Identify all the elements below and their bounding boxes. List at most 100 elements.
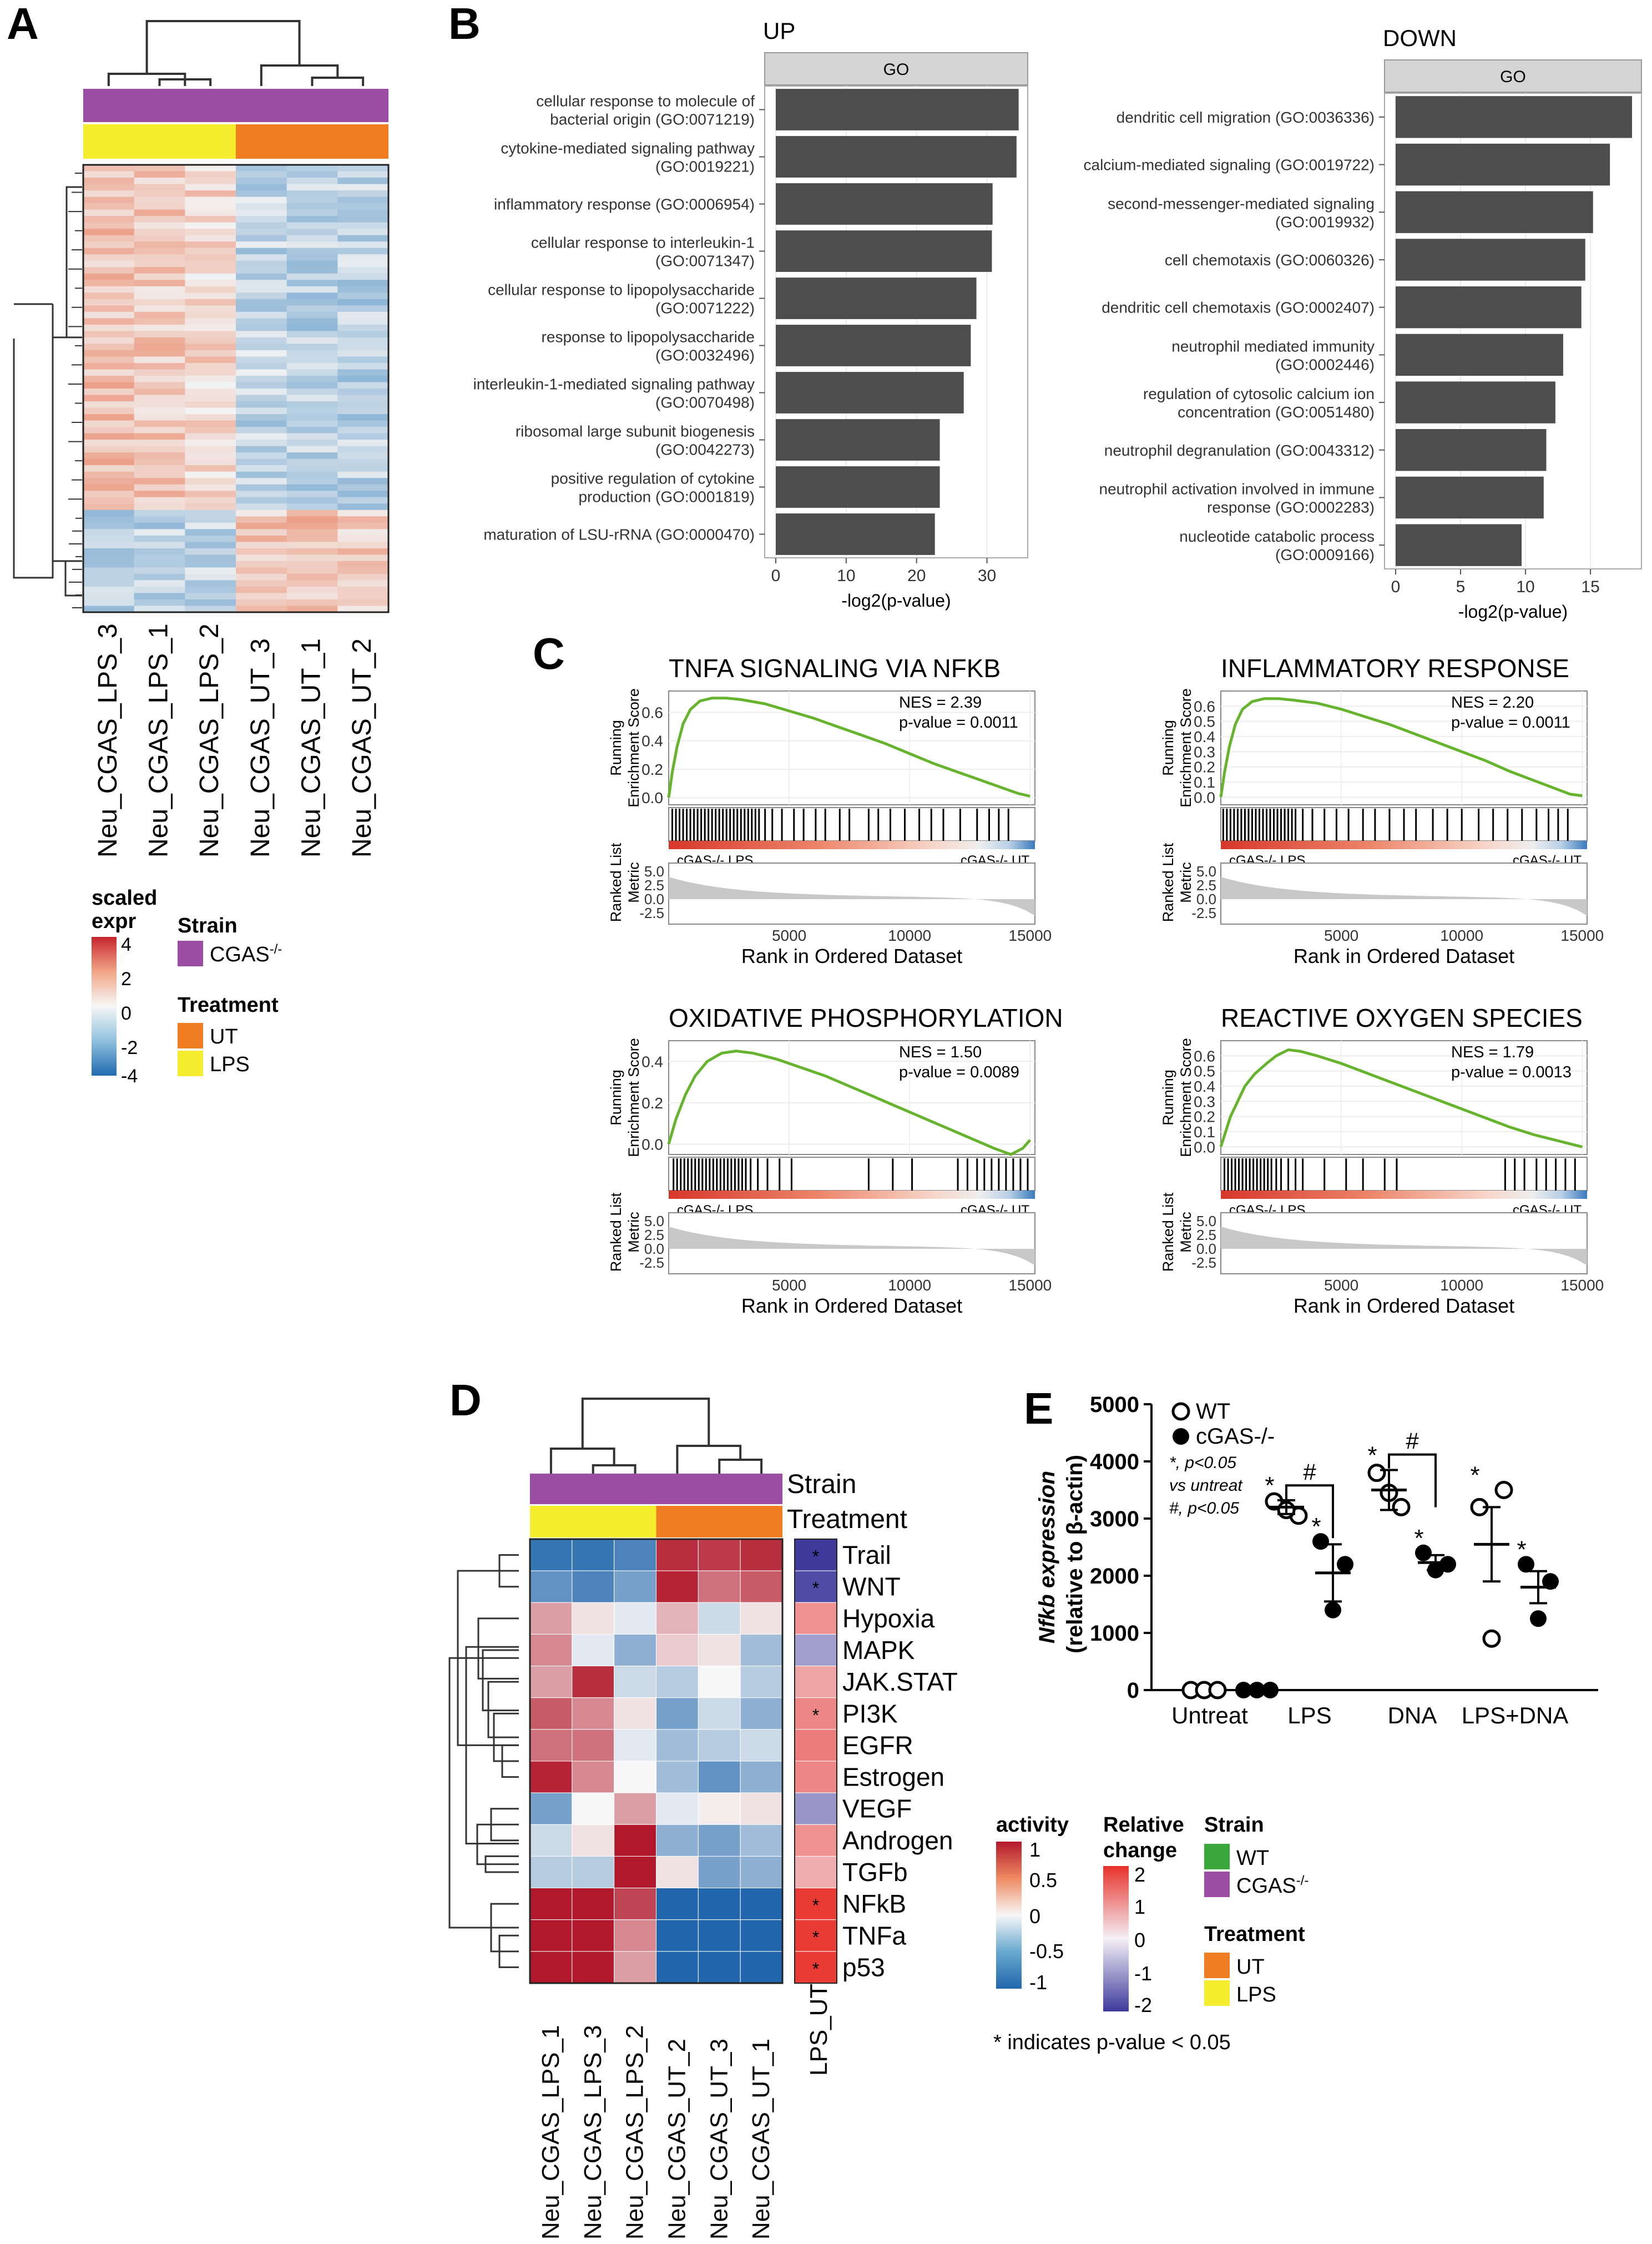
panelC4-metric-ytick-label: -2.5 [1191,1254,1216,1271]
panelB_DOWN-bar [1396,96,1632,138]
d-heatmap-cell [656,1633,699,1667]
d-heatmap-cell [614,1919,656,1952]
a-heatmap-cell [236,209,287,216]
panelB_DOWN-category-label: dendritic cell migration (GO:0036336) [1117,109,1375,126]
a-heatmap-cell [236,471,287,478]
d-row-label: MAPK [842,1636,915,1665]
d-heatmap-cell [698,1666,741,1698]
a-heatmap-cell [134,522,185,530]
treatment-legend-title: Treatment [178,994,279,1017]
a-heatmap-cell [286,484,338,491]
d-row-label: Trail [842,1541,891,1570]
a-heatmap-cell [286,593,338,600]
panelB_UP-category-label: bacterial origin (GO:0071219) [550,111,755,128]
panelC4-pval: p-value = 0.0013 [1451,1063,1572,1081]
scaled-tick-minus-2: -2 [121,1037,138,1058]
a-heatmap-cell [185,382,236,389]
panelB_UP-bar [776,136,1017,178]
a-heatmap-cell [134,452,185,460]
a-heatmap-cell [337,484,389,491]
panelC2-xlabel: Rank in Ordered Dataset [1294,945,1514,967]
panelC3-xtick-label: 10000 [888,1277,931,1294]
a-heatmap-cell [286,299,338,306]
scaled-tick-4: 4 [121,934,132,955]
a-heatmap-cell [185,427,236,434]
a-heatmap-cell [286,554,338,562]
panel-b-down-barchart: DOWN GO 0 5 10 15 dendritic cell migration (GO… [1084,25,1642,622]
d-relative-change-cell [794,1602,837,1635]
panelB_DOWN-xtick-label: 15 [1581,578,1599,596]
a-heatmap-cell [134,535,185,542]
panelC4-es-ytick-label: 0.3 [1194,1093,1215,1110]
a-heatmap-cell [286,229,338,236]
panelC2-es-ytick-label: 0.4 [1194,728,1215,745]
a-heatmap-cell [286,389,338,396]
a-heatmap-cell [236,503,287,511]
a-heatmap-cell [83,293,135,300]
a-heatmap-cell [286,324,338,331]
a-heatmap-cell [236,599,287,606]
d-strain-cgas-label: CGAS-/- [1236,1873,1309,1898]
a-heatmap-cell [337,235,389,242]
panelC4-es-ylabel-line: Enrichment Score [1178,1038,1194,1157]
d-row-label: TGFb [842,1858,908,1887]
panelB_UP-category-label: (GO:0071222) [655,300,755,317]
panelB_UP-xtick-label: 30 [978,567,996,585]
a-heatmap-cell [83,401,135,409]
a-heatmap-cell [134,401,185,409]
a-heatmap-cell [236,369,287,376]
a-heatmap-cell [83,548,135,555]
panelB_DOWN-bar [1396,334,1563,376]
d-col-dendro-link [592,1464,636,1474]
a-heatmap-cell [134,414,185,421]
a-heatmap-cell [286,222,338,229]
a-heatmap-cell [337,561,389,568]
a-heatmap-cell [286,420,338,427]
panelC4-nes: NES = 1.79 [1451,1043,1534,1061]
panel-c-gsea-ros: REACTIVE OXYGEN SPECIES0.00.10.20.30.40.… [1160,1004,1604,1317]
a-heatmap-cell [134,235,185,242]
a-heatmap-cell [236,293,287,300]
a-heatmap-cell [185,586,236,593]
panelB_UP-xtick-label: 20 [907,567,926,585]
panelC4-rank-strip [1221,1191,1587,1199]
d-heatmap-cell [740,1666,783,1698]
a-heatmap-cell [236,395,287,402]
a-heatmap-cell [337,395,389,402]
a-heatmap-cell [286,548,338,555]
a-heatmap-cell [337,171,389,178]
d-relative-change-cell [794,1697,837,1730]
a-heatmap-cell [134,420,185,427]
d-significance-star: * [812,1927,819,1947]
panel-letter-a: A [7,0,39,48]
activity-tick-minus-1: -1 [1029,1971,1047,1994]
a-heatmap-cell [134,324,185,331]
a-heatmap-cell [337,599,389,606]
a-heatmap-cell [83,573,135,581]
a-heatmap-cell [337,241,389,249]
d-heatmap-cell [529,1570,573,1603]
a-heatmap-cell [286,497,338,504]
a-heatmap-cell [185,203,236,210]
a-heatmap-cell [83,299,135,306]
a-heatmap-cell [286,344,338,351]
a-heatmap-cell [83,395,135,402]
panelB_DOWN-category-label: (GO:0002446) [1275,356,1375,373]
a-heatmap-cell [83,554,135,562]
rel-change-colorbar [1103,1866,1129,2011]
a-heatmap-cell [236,446,287,453]
a-heatmap-cell [83,433,135,440]
d-row-label: p53 [842,1953,885,1981]
a-heatmap-cell [83,222,135,229]
d-heatmap-cell [572,1919,615,1952]
a-heatmap-cell [286,337,338,344]
a-heatmap-cell [286,165,338,172]
panelC2-metric-label: Ranked ListMetric [1160,843,1194,922]
panelB_DOWN-bar [1396,239,1585,281]
a-heatmap-cell [83,452,135,460]
panelB_UP-category-label: cellular response to molecule of [536,93,755,110]
d-heatmap-cell [572,1539,615,1571]
a-heatmap-cell [337,299,389,306]
d-heatmap-cell [656,1824,699,1857]
a-heatmap-cell [286,529,338,536]
